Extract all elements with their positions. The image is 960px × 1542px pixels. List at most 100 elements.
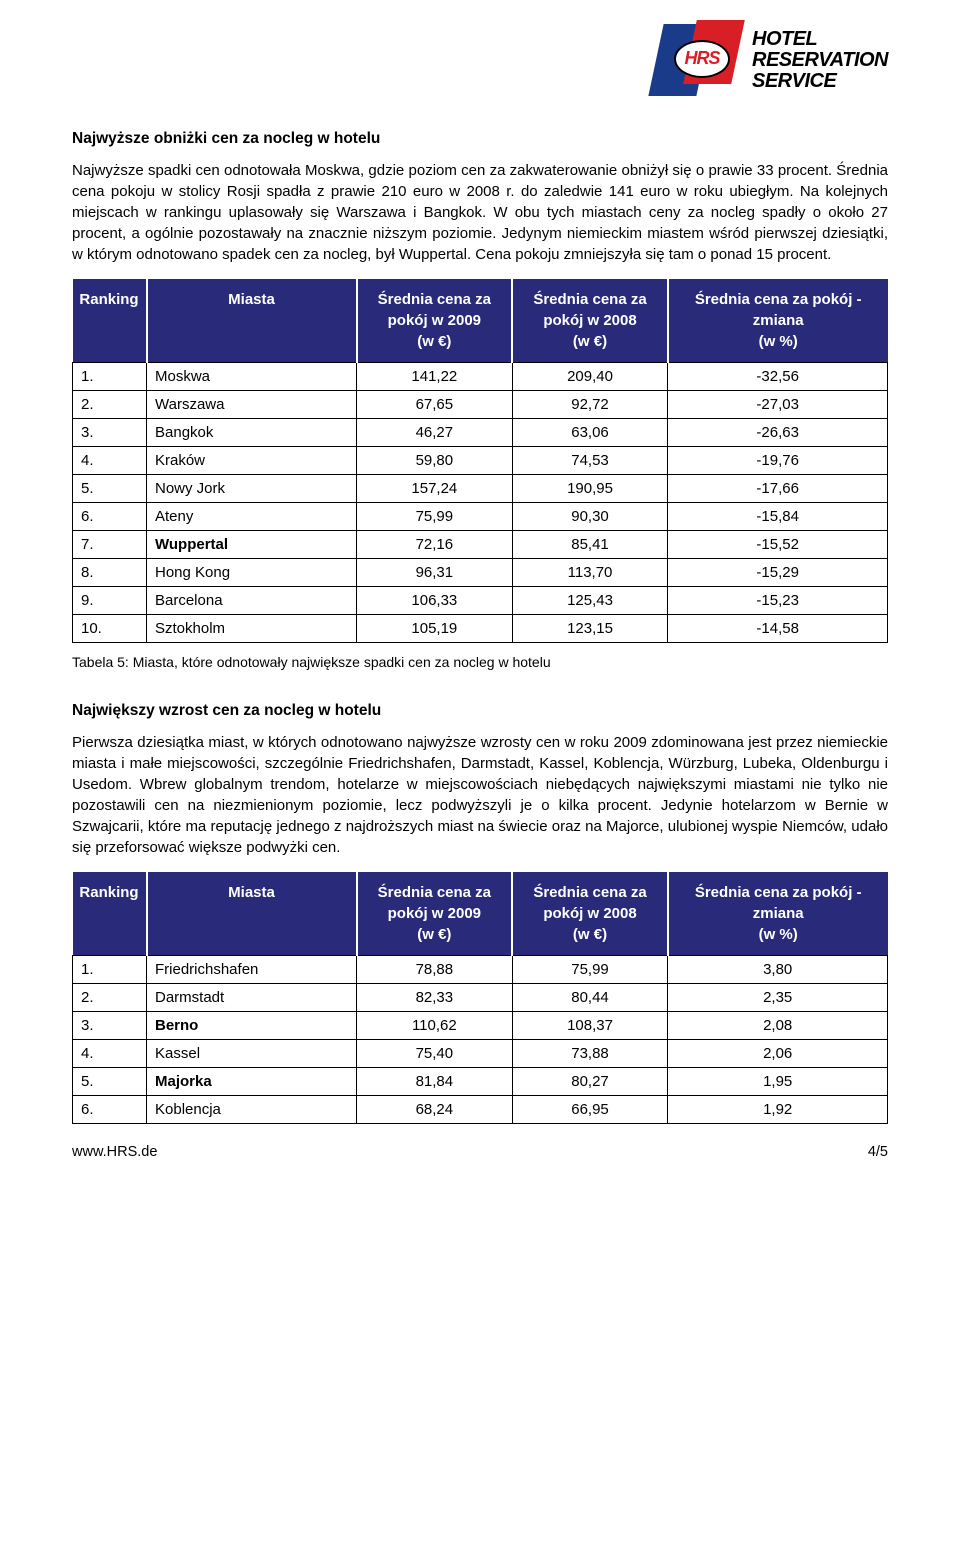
- table-cell: 105,19: [357, 614, 513, 642]
- table-cell: Ateny: [147, 502, 357, 530]
- logo-abbr: HRS: [674, 40, 730, 78]
- table-cell: 1.: [73, 955, 147, 983]
- table-cell: Berno: [147, 1011, 357, 1039]
- table-cell: 78,88: [357, 955, 513, 983]
- th-2008: Średnia cena za pokój w 2008 (w €): [512, 872, 668, 956]
- table-cell: 59,80: [357, 446, 513, 474]
- table-cell: 82,33: [357, 983, 513, 1011]
- section1-title: Najwyższe obniżki cen za nocleg w hotelu: [72, 128, 888, 150]
- table-cell: 1,95: [668, 1067, 888, 1095]
- table-row: 3.Bangkok46,2763,06-26,63: [73, 418, 888, 446]
- th-2009: Średnia cena za pokój w 2009 (w €): [357, 279, 513, 363]
- table-cell: -17,66: [668, 474, 888, 502]
- header-logo-row: HRS HOTEL RESERVATION SERVICE: [72, 20, 888, 100]
- footer-url[interactable]: www.HRS.de: [72, 1142, 157, 1162]
- th-miasta: Miasta: [147, 279, 357, 363]
- table-price-drops: Ranking Miasta Średnia cena za pokój w 2…: [72, 279, 888, 643]
- table-row: 6.Ateny75,9990,30-15,84: [73, 502, 888, 530]
- table2-body: 1.Friedrichshafen78,8875,993,802.Darmsta…: [73, 955, 888, 1123]
- table-cell: 2,08: [668, 1011, 888, 1039]
- page-footer: www.HRS.de 4/5: [72, 1142, 888, 1162]
- section1-paragraph: Najwyższe spadki cen odnotowała Moskwa, …: [72, 160, 888, 265]
- table-cell: 113,70: [512, 558, 668, 586]
- footer-page: 4/5: [868, 1142, 888, 1162]
- table-cell: Bangkok: [147, 418, 357, 446]
- table-cell: 3,80: [668, 955, 888, 983]
- th-ranking: Ranking: [73, 872, 147, 956]
- table-cell: 68,24: [357, 1095, 513, 1123]
- table-cell: 2.: [73, 390, 147, 418]
- table-cell: 110,62: [357, 1011, 513, 1039]
- table-cell: 67,65: [357, 390, 513, 418]
- table1-body: 1.Moskwa141,22209,40-32,562.Warszawa67,6…: [73, 362, 888, 642]
- table-row: 7.Wuppertal72,1685,41-15,52: [73, 530, 888, 558]
- table-cell: -15,23: [668, 586, 888, 614]
- table-cell: 92,72: [512, 390, 668, 418]
- table-cell: 209,40: [512, 362, 668, 390]
- table-cell: 3.: [73, 1011, 147, 1039]
- table-row: 3.Berno110,62108,372,08: [73, 1011, 888, 1039]
- table-cell: Hong Kong: [147, 558, 357, 586]
- th-change: Średnia cena za pokój - zmiana (w %): [668, 279, 888, 363]
- table-cell: Warszawa: [147, 390, 357, 418]
- table-cell: 81,84: [357, 1067, 513, 1095]
- table-row: 5.Nowy Jork157,24190,95-17,66: [73, 474, 888, 502]
- table-cell: 46,27: [357, 418, 513, 446]
- table-cell: 141,22: [357, 362, 513, 390]
- table-cell: 75,40: [357, 1039, 513, 1067]
- table-cell: 75,99: [357, 502, 513, 530]
- table-row: 1.Moskwa141,22209,40-32,56: [73, 362, 888, 390]
- table-cell: 125,43: [512, 586, 668, 614]
- logo-mark: HRS: [656, 20, 746, 100]
- table-cell: 5.: [73, 474, 147, 502]
- table-cell: Darmstadt: [147, 983, 357, 1011]
- table-cell: 1.: [73, 362, 147, 390]
- table-cell: 9.: [73, 586, 147, 614]
- table-cell: 123,15: [512, 614, 668, 642]
- logo-line1: HOTEL: [752, 29, 888, 50]
- table-row: 4.Kassel75,4073,882,06: [73, 1039, 888, 1067]
- table-row: 8.Hong Kong96,31113,70-15,29: [73, 558, 888, 586]
- th-2009: Średnia cena za pokój w 2009 (w €): [357, 872, 513, 956]
- table-cell: -15,84: [668, 502, 888, 530]
- table-cell: 74,53: [512, 446, 668, 474]
- table-cell: Barcelona: [147, 586, 357, 614]
- table-cell: 10.: [73, 614, 147, 642]
- table-cell: -19,76: [668, 446, 888, 474]
- table1-head: Ranking Miasta Średnia cena za pokój w 2…: [73, 279, 888, 363]
- th-miasta: Miasta: [147, 872, 357, 956]
- section2-title: Największy wzrost cen za nocleg w hotelu: [72, 700, 888, 722]
- table-row: 4.Kraków59,8074,53-19,76: [73, 446, 888, 474]
- table-cell: 157,24: [357, 474, 513, 502]
- table-cell: -15,52: [668, 530, 888, 558]
- table-cell: 5.: [73, 1067, 147, 1095]
- table-row: 5.Majorka81,8480,271,95: [73, 1067, 888, 1095]
- table-cell: 80,27: [512, 1067, 668, 1095]
- table-cell: 2,35: [668, 983, 888, 1011]
- table-cell: 73,88: [512, 1039, 668, 1067]
- table-cell: 85,41: [512, 530, 668, 558]
- table-cell: 4.: [73, 446, 147, 474]
- section2-paragraph: Pierwsza dziesiątka miast, w których odn…: [72, 732, 888, 858]
- logo-line2: RESERVATION: [752, 50, 888, 71]
- table-cell: Moskwa: [147, 362, 357, 390]
- table1-caption: Tabela 5: Miasta, które odnotowały najwi…: [72, 653, 888, 673]
- table-cell: Sztokholm: [147, 614, 357, 642]
- th-change: Średnia cena za pokój - zmiana (w %): [668, 872, 888, 956]
- table-cell: Kassel: [147, 1039, 357, 1067]
- table-cell: Wuppertal: [147, 530, 357, 558]
- table-cell: 2,06: [668, 1039, 888, 1067]
- table-cell: -32,56: [668, 362, 888, 390]
- table-cell: 8.: [73, 558, 147, 586]
- table-row: 1.Friedrichshafen78,8875,993,80: [73, 955, 888, 983]
- table-row: 2.Warszawa67,6592,72-27,03: [73, 390, 888, 418]
- table-cell: 3.: [73, 418, 147, 446]
- table-cell: 75,99: [512, 955, 668, 983]
- table-cell: -27,03: [668, 390, 888, 418]
- table-cell: 190,95: [512, 474, 668, 502]
- hrs-logo: HRS HOTEL RESERVATION SERVICE: [656, 20, 888, 100]
- table-cell: 80,44: [512, 983, 668, 1011]
- table-cell: -14,58: [668, 614, 888, 642]
- table-price-increases: Ranking Miasta Średnia cena za pokój w 2…: [72, 872, 888, 1124]
- table-cell: 7.: [73, 530, 147, 558]
